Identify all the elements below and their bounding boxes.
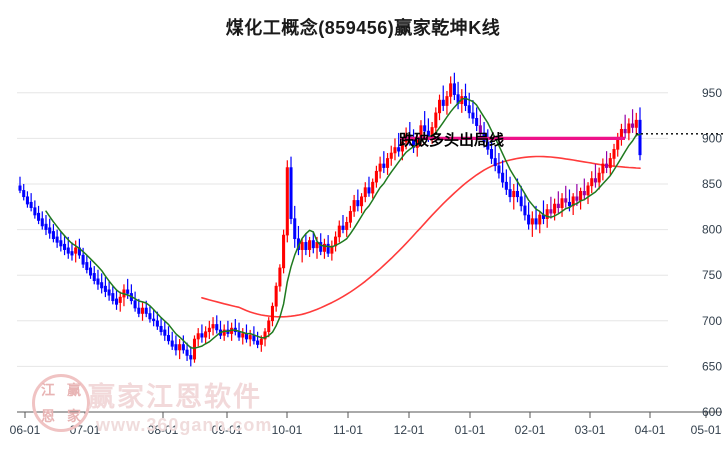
svg-text:03-01: 03-01 [575,423,606,437]
chart-title: 煤化工概念(859456)赢家乾坤K线 [225,18,501,38]
svg-text:700: 700 [702,314,722,328]
ma-short-line [45,97,641,349]
annotation-label: 跌破多头出局线 [399,132,505,150]
svg-text:06-01: 06-01 [10,423,41,437]
svg-text:01-01: 01-01 [455,423,486,437]
svg-text:05-01: 05-01 [691,423,722,437]
y-axis-tick-labels: 950 900 850 800 750 700 650 600 [702,86,722,419]
svg-text:07-01: 07-01 [70,423,101,437]
candlestick-series [18,72,642,367]
svg-text:900: 900 [702,131,722,145]
svg-text:08-01: 08-01 [148,423,179,437]
svg-text:650: 650 [702,359,722,373]
x-axis-ticks: 06-01 07-01 08-01 09-01 10-01 11-01 12-01 01-01… [10,412,722,437]
svg-text:04-01: 04-01 [635,423,666,437]
svg-text:600: 600 [702,405,722,419]
svg-text:950: 950 [702,86,722,100]
svg-text:750: 750 [702,268,722,282]
svg-text:12-01: 12-01 [394,423,425,437]
svg-text:09-01: 09-01 [212,423,243,437]
svg-text:11-01: 11-01 [333,423,363,437]
svg-text:850: 850 [702,177,722,191]
ma-long-line [201,155,641,318]
svg-text:800: 800 [702,223,722,237]
svg-text:02-01: 02-01 [515,423,546,437]
svg-text:10-01: 10-01 [272,423,303,437]
